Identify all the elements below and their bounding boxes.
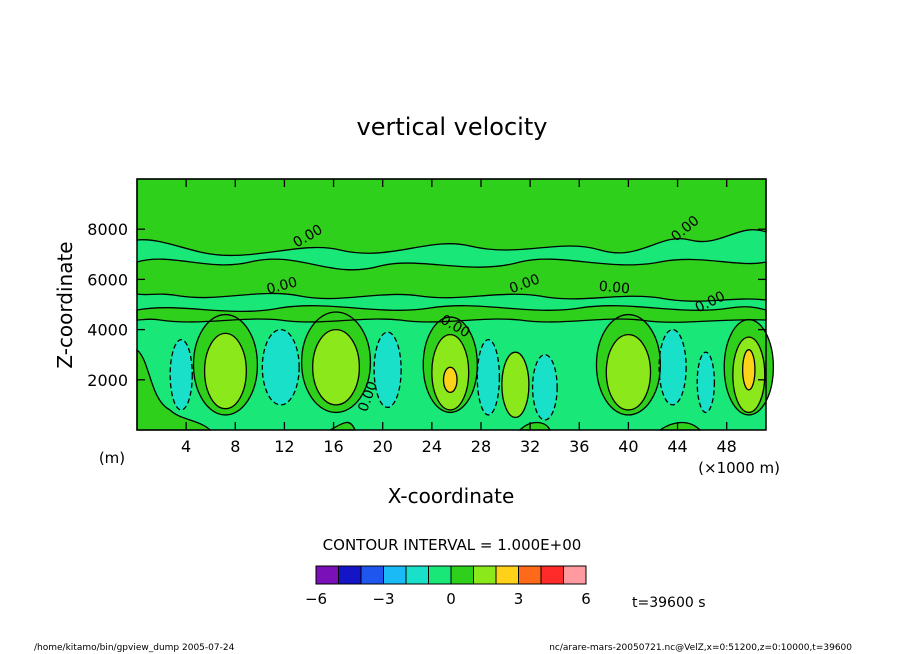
positive-region [137,259,766,302]
contour-line [136,258,767,302]
contour-line [169,338,193,411]
velocity-cell [374,332,402,408]
contour-line [501,351,530,419]
contour-line [300,311,372,414]
colorbar-swatch [563,565,587,585]
contour-line [531,354,558,421]
contour-line [312,328,361,406]
colorbar-swatch [338,565,362,585]
colorbar-tick-label: −6 [305,590,327,608]
colorbar-swatch [473,565,497,585]
contour-line [696,351,716,414]
x-tick-label: 48 [717,437,737,456]
positive-region [137,350,210,430]
y-tick-label: 4000 [87,321,128,340]
colorbar-swatch [315,565,339,585]
x-tick-label: 40 [618,437,638,456]
chart-title: vertical velocity [357,113,548,141]
contour-line [442,366,458,394]
colorbar-tick-label: −3 [372,590,394,608]
colorbar-tick-label: 0 [446,590,456,608]
colorbar-swatch [495,565,519,585]
velocity-cell [742,349,755,390]
velocity-cell [606,334,651,410]
velocity-cell [312,329,360,405]
velocity-cell [170,339,193,410]
colorbar-swatch [383,565,407,585]
colorbar-tick-label: 3 [514,590,524,608]
x-tick-label: 20 [373,437,393,456]
y-tick-label: 2000 [87,371,128,390]
x-tick-label: 36 [569,437,589,456]
x-tick-label: 44 [667,437,687,456]
colorbar-swatch [405,565,429,585]
positive-region [330,422,355,430]
contour-line [422,316,478,414]
contour-line [261,328,300,406]
y-tick-label: 8000 [87,220,128,239]
positive-region [137,305,766,323]
plot-frame [136,178,767,431]
velocity-cell [443,367,458,393]
contour-label: 0.00 [598,279,630,298]
positive-region [520,422,550,430]
contour-line [732,336,766,414]
contour-line [658,328,687,406]
velocity-cell [262,329,300,405]
contour-line [136,348,212,431]
colorbar: −6 −3 0 3 6 [305,565,591,608]
contour-label: 0.00 [265,274,299,298]
contour-line [373,331,402,409]
colorbar-swatch [428,565,452,585]
velocity-cell [532,354,558,420]
x-tick-label: 12 [274,437,294,456]
x-axis-label: X-coordinate [388,484,515,508]
contour-line [605,333,652,411]
y-unit-label: (m) [99,449,125,467]
velocity-cell [477,339,500,415]
x-tick-label: 4 [181,437,191,456]
y-axis-label: Z-coordinate [53,241,77,368]
y-tick-label: 6000 [87,270,128,289]
contour-line [203,332,247,410]
contour-line [595,313,661,416]
x-tick-label: 16 [323,437,343,456]
x-tick-label: 8 [230,437,240,456]
contour-line [742,349,756,391]
colorbar-swatch [540,565,564,585]
x-unit-label: (×1000 m) [698,459,780,477]
colorbar-swatch [450,565,474,585]
footer-left: /home/kitamo/bin/gpview_dump 2005-07-24 [34,643,235,653]
contour-line [431,333,470,411]
x-tick-label: 28 [471,437,491,456]
positive-region [137,179,766,256]
time-label: t=39600 s [632,595,706,611]
x-tick-label: 24 [422,437,442,456]
x-tick-label: 32 [520,437,540,456]
contour-line [136,305,767,323]
velocity-cell [659,329,687,405]
velocity-cell [501,352,529,418]
velocity-cell [697,352,715,413]
contour-interval-label: CONTOUR INTERVAL = 1.000E+00 [323,536,582,554]
plot-area [137,179,774,430]
colorbar-tick-label: 6 [581,590,591,608]
colorbar-swatch [360,565,384,585]
contour-line [476,338,501,416]
colorbar-swatch [518,565,542,585]
velocity-cell [204,333,247,409]
contour-line [136,178,767,257]
contour-line [192,313,259,416]
footer-right: nc/arare-mars-20050721.nc@VelZ,x=0:51200… [549,643,852,653]
